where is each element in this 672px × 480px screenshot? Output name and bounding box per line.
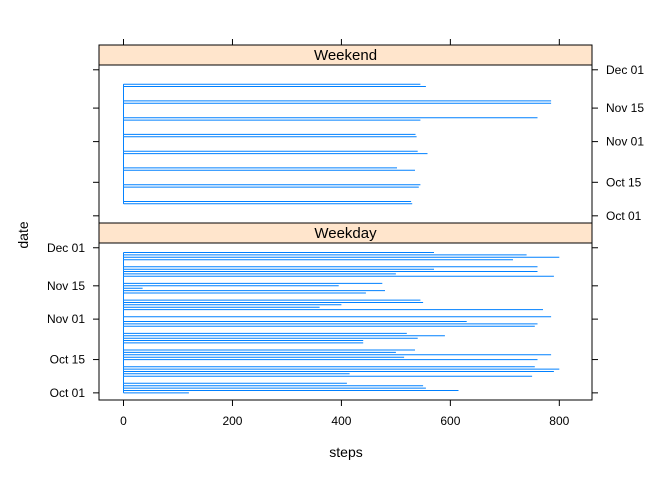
x-tick-label: 600	[440, 414, 460, 428]
axes: Oct 01 Oct 15 Nov 01 Nov 15 Dec 01 Oct 01 Oct …	[47, 39, 644, 428]
x-tick-label: 400	[331, 414, 351, 428]
x-tick-label: 0	[120, 414, 127, 428]
panel-weekday: Weekday	[98, 222, 593, 401]
panel-frame-weekend	[98, 64, 593, 224]
y-tick-label: Oct 01	[606, 209, 642, 223]
y-axis-title: date	[15, 221, 31, 248]
panel-weekend: Weekend	[98, 44, 593, 224]
y-tick-label: Nov 01	[47, 312, 85, 326]
strip-label-weekend: Weekend	[314, 47, 377, 64]
y-tick-label: Dec 01	[606, 63, 644, 77]
y-tick-label: Nov 15	[47, 279, 85, 293]
y-tick-label: Oct 15	[50, 353, 86, 367]
strip-label-weekday: Weekday	[314, 225, 377, 242]
x-tick-label: 800	[549, 414, 569, 428]
x-tick-label: 200	[222, 414, 242, 428]
y-tick-label: Nov 01	[606, 135, 644, 149]
x-axis-title: steps	[329, 444, 362, 460]
y-tick-label: Nov 15	[606, 101, 644, 115]
panel-frame-weekday	[98, 242, 593, 401]
y-tick-label: Dec 01	[47, 241, 85, 255]
y-tick-label: Oct 15	[606, 175, 642, 189]
y-tick-label: Oct 01	[50, 386, 86, 400]
